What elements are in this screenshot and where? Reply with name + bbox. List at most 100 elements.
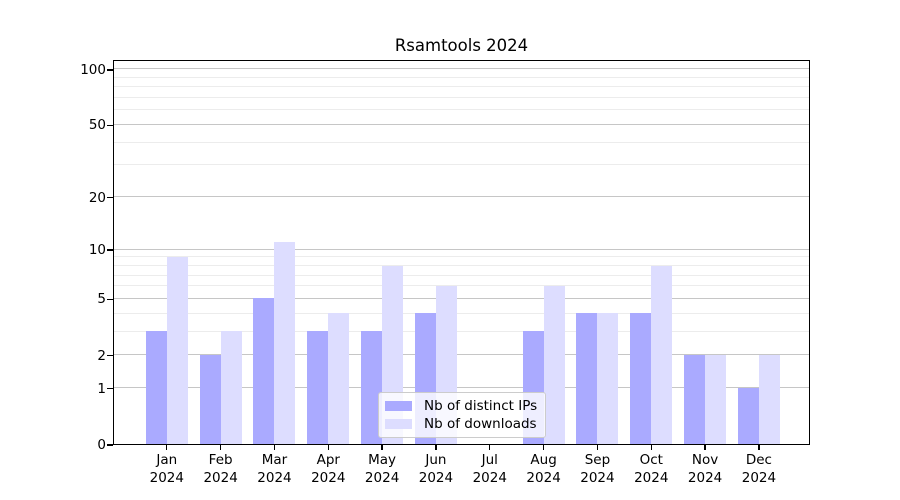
bar-distinct-ips <box>361 331 383 444</box>
x-tick-label: Nov 2024 <box>673 452 737 487</box>
gridline-minor <box>114 141 809 143</box>
x-tick-label: Oct 2024 <box>619 452 683 487</box>
y-tick-label: 5 <box>97 291 106 308</box>
gridline-minor <box>114 86 809 88</box>
y-tick-label: 50 <box>88 117 106 134</box>
gridline-minor <box>114 274 809 276</box>
y-tick-label: 1 <box>97 380 106 397</box>
legend-label: Nb of distinct IPs <box>424 398 538 414</box>
x-tick-label: Jun 2024 <box>404 452 468 487</box>
gridline-major <box>114 68 809 70</box>
legend: Nb of distinct IPs Nb of downloads <box>378 392 546 438</box>
y-tick-label: 0 <box>97 437 106 453</box>
x-tick-year: 2024 <box>687 469 723 486</box>
bar-distinct-ips <box>307 331 329 444</box>
bar-distinct-ips <box>684 354 706 444</box>
x-tick-year: 2024 <box>364 469 400 486</box>
x-tick-label: May 2024 <box>350 452 414 487</box>
x-tick-month: Mar <box>261 452 288 468</box>
y-tick-label: 2 <box>97 347 106 364</box>
bar-distinct-ips <box>253 298 275 444</box>
x-tick-year: 2024 <box>580 469 615 486</box>
x-tick-mark <box>166 445 168 450</box>
x-tick-year: 2024 <box>634 469 669 486</box>
x-tick-mark <box>596 445 599 450</box>
x-tick-label: Sep 2024 <box>565 452 629 487</box>
x-tick-month: Apr <box>316 452 340 468</box>
x-tick-label: Jul 2024 <box>458 452 522 487</box>
x-tick-month: Feb <box>208 452 233 468</box>
bar-distinct-ips <box>199 354 221 444</box>
x-tick-month: May <box>368 452 397 468</box>
x-tick-mark <box>219 445 222 450</box>
x-tick-mark <box>381 445 383 450</box>
chart-title: Rsamtools 2024 <box>394 36 529 55</box>
plot-area <box>113 60 810 445</box>
y-tick-mark <box>107 196 113 199</box>
bar-downloads <box>543 285 565 444</box>
gridline-major <box>114 354 809 356</box>
bar-distinct-ips <box>737 387 759 444</box>
x-tick-year: 2024 <box>472 469 507 486</box>
x-tick-year: 2024 <box>526 469 561 486</box>
bar-distinct-ips <box>145 331 167 444</box>
x-tick-label: Aug 2024 <box>512 452 576 487</box>
x-tick-mark <box>273 445 276 450</box>
bar-downloads <box>220 331 242 444</box>
x-tick-year: 2024 <box>418 469 454 486</box>
y-tick-label: 100 <box>80 61 106 78</box>
x-tick-month: Nov <box>691 452 719 468</box>
y-tick-mark <box>107 355 113 357</box>
x-tick-year: 2024 <box>257 469 292 486</box>
x-tick-mark <box>758 445 760 450</box>
y-tick-mark <box>107 124 113 127</box>
x-tick-mark <box>542 445 545 450</box>
x-tick-mark <box>327 445 329 450</box>
bar-downloads <box>758 354 780 444</box>
x-tick-year: 2024 <box>149 469 184 486</box>
bar-downloads <box>597 313 619 444</box>
y-tick-mark <box>107 249 113 251</box>
x-tick-label: Dec 2024 <box>727 452 791 487</box>
gridline-minor <box>114 312 809 314</box>
x-tick-label: Mar 2024 <box>242 452 306 487</box>
x-tick-mark <box>704 445 706 450</box>
gridline-minor <box>114 264 809 266</box>
y-tick-label: 20 <box>88 189 106 206</box>
y-tick-mark <box>107 387 113 390</box>
legend-label: Nb of downloads <box>424 416 537 432</box>
x-tick-month: Aug <box>530 452 557 468</box>
y-tick-label: 10 <box>88 242 106 259</box>
x-tick-label: Feb 2024 <box>189 452 253 487</box>
x-tick-year: 2024 <box>741 469 777 486</box>
legend-row: Nb of downloads <box>385 415 539 433</box>
gridline-minor <box>114 285 809 287</box>
bar-downloads <box>274 242 296 444</box>
x-tick-year: 2024 <box>203 469 238 486</box>
gridline-minor <box>114 330 809 332</box>
x-tick-mark <box>489 445 491 450</box>
gridline-major <box>114 248 809 250</box>
bar-distinct-ips <box>576 313 598 444</box>
gridline-minor <box>114 256 809 258</box>
gridline-minor <box>114 76 809 78</box>
x-tick-label: Apr 2024 <box>296 452 360 487</box>
legend-row: Nb of distinct IPs <box>385 397 539 415</box>
x-tick-month: Dec <box>745 452 772 468</box>
gridline-major <box>114 196 809 198</box>
legend-swatch <box>385 419 412 429</box>
y-tick-mark <box>107 298 113 301</box>
bar-downloads <box>651 265 673 444</box>
bar-distinct-ips <box>630 313 652 444</box>
x-tick-month: Jan <box>156 452 178 468</box>
y-tick-mark <box>107 444 113 446</box>
x-tick-month: Oct <box>639 452 663 468</box>
x-tick-month: Jun <box>425 452 447 468</box>
gridline-major <box>114 297 809 299</box>
x-tick-mark <box>650 445 652 450</box>
legend-swatch <box>385 401 412 411</box>
x-tick-mark <box>435 445 437 450</box>
x-tick-month: Jul <box>481 452 498 468</box>
x-tick-month: Sep <box>584 452 611 468</box>
